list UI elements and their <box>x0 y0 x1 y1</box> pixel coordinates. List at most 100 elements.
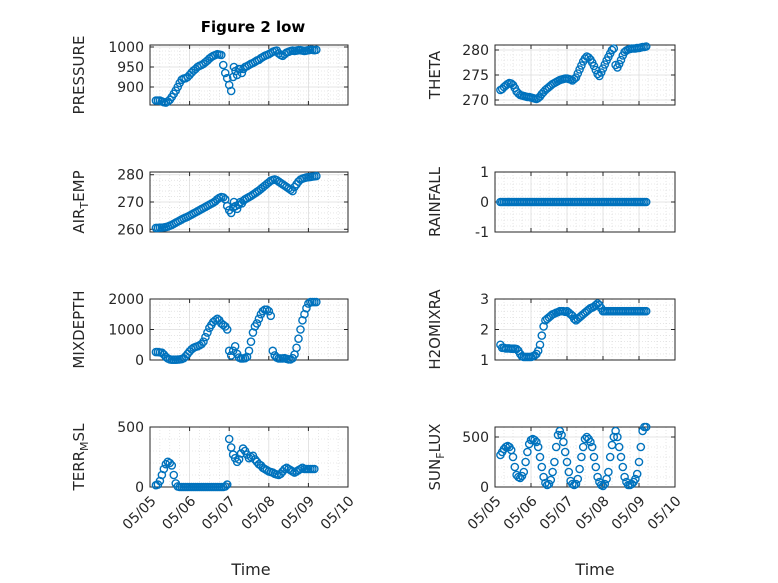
subplot-3: 260 270 280 AIRTEMP <box>70 168 349 238</box>
data-point <box>586 437 595 447</box>
data-point <box>310 464 319 474</box>
data-point <box>246 337 256 347</box>
data-point <box>562 457 572 467</box>
data-point <box>296 325 305 334</box>
x-axis-label-right: Time <box>574 560 614 579</box>
data-point <box>262 305 272 314</box>
y-tick-label: 950 <box>117 60 144 76</box>
data-point <box>222 325 232 334</box>
data-point <box>636 442 646 452</box>
data-point <box>226 351 236 360</box>
data-point <box>618 462 628 472</box>
data-point <box>510 462 520 472</box>
data-point <box>544 479 554 489</box>
data-point <box>587 442 597 452</box>
data-point <box>571 479 581 489</box>
data-point <box>614 442 624 452</box>
data-point <box>589 452 599 462</box>
data-point <box>252 319 262 328</box>
data-point <box>230 341 240 351</box>
data-point <box>224 434 234 444</box>
markers-4 <box>496 197 651 207</box>
data-point <box>589 61 599 71</box>
markers-6 <box>496 299 651 362</box>
data-point <box>632 469 642 479</box>
data-point <box>216 50 226 60</box>
y-tick-label: 1000 <box>108 40 144 56</box>
data-point <box>591 462 601 472</box>
y-tick-label: 1 <box>480 165 489 181</box>
y-tick-label: 1000 <box>108 323 144 339</box>
data-point <box>575 65 584 74</box>
data-point <box>224 346 234 356</box>
y-axis-label-7: TERRMSL <box>70 423 91 492</box>
data-point <box>533 442 543 452</box>
data-point <box>614 59 624 69</box>
data-point <box>571 73 581 82</box>
data-point <box>609 432 619 442</box>
grid-1 <box>149 45 349 105</box>
y-axis-label-8: SUNFLUX <box>426 424 447 491</box>
data-point <box>508 452 518 462</box>
data-point <box>613 432 622 442</box>
data-point <box>218 193 228 202</box>
y-tick-label: 2 <box>480 323 489 339</box>
data-point <box>620 472 629 482</box>
data-point <box>559 437 568 447</box>
data-point <box>238 444 248 453</box>
data-point <box>609 44 619 53</box>
subplot-6: 1 2 3 H2OMIXRA <box>426 289 676 370</box>
y-tick-label: 1 <box>480 353 489 369</box>
markers-2 <box>496 42 651 104</box>
data-point <box>535 452 545 462</box>
data-point <box>555 426 565 436</box>
data-point <box>218 60 228 70</box>
data-point <box>222 480 232 489</box>
data-point <box>564 467 574 477</box>
data-point <box>266 311 276 321</box>
markers-1 <box>151 45 321 107</box>
markers-8 <box>496 422 651 491</box>
data-point <box>226 208 236 218</box>
data-point <box>593 472 602 482</box>
data-point <box>268 346 278 356</box>
data-point <box>521 457 530 467</box>
y-tick-label: 900 <box>117 80 144 96</box>
data-point <box>577 452 586 462</box>
y-axis-label-3: AIRTEMP <box>70 170 91 233</box>
data-point <box>537 462 547 472</box>
data-point <box>611 426 620 436</box>
data-point <box>288 186 297 196</box>
data-point <box>616 55 626 65</box>
y-tick-label: 270 <box>462 93 489 109</box>
data-point <box>264 306 274 316</box>
data-point <box>634 457 644 467</box>
data-point <box>598 64 608 73</box>
y-tick-label: 2000 <box>108 292 144 308</box>
data-point <box>197 339 206 349</box>
data-point <box>539 472 548 482</box>
y-tick-label: 275 <box>462 68 489 84</box>
figure-title: Figure 2 low <box>201 18 306 36</box>
y-tick-label: 0 <box>480 480 489 496</box>
data-point <box>605 452 615 462</box>
data-point <box>537 331 547 340</box>
y-axis-label-1: PRESSURE <box>70 36 88 115</box>
data-point <box>616 452 626 462</box>
y-tick-label: 500 <box>117 420 144 436</box>
y-axis-label-2: THETA <box>426 50 444 100</box>
axis-frame-8 <box>494 426 676 488</box>
data-point <box>203 328 212 337</box>
data-point <box>312 297 321 307</box>
data-point <box>641 306 651 316</box>
y-tick-label: -1 <box>475 225 489 241</box>
data-point <box>167 461 177 470</box>
axis-frame-1 <box>149 44 349 106</box>
data-point <box>312 45 321 55</box>
data-point <box>641 197 651 207</box>
data-point <box>604 467 613 477</box>
y-tick-label: 280 <box>117 168 144 184</box>
data-point <box>199 337 208 347</box>
data-point <box>229 197 239 207</box>
